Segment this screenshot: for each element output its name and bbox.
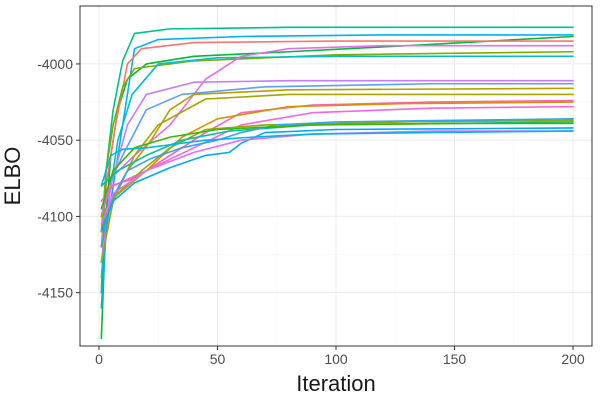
chart-series-group bbox=[100, 26, 574, 340]
chart-grid bbox=[80, 6, 592, 346]
series-line-9 bbox=[100, 82, 574, 218]
series-line-19 bbox=[100, 130, 574, 225]
series-line-5 bbox=[100, 50, 574, 233]
y-axis: -4150 -4100 -4050 -4000 bbox=[37, 56, 80, 301]
x-tick-label: 200 bbox=[561, 351, 585, 367]
series-line-20 bbox=[100, 130, 574, 187]
x-axis: 0 50 100 150 200 bbox=[95, 346, 585, 367]
series-line-17 bbox=[100, 118, 574, 248]
y-axis-title: ELBO bbox=[0, 147, 25, 206]
series-line-13 bbox=[100, 105, 574, 202]
series-line-3 bbox=[100, 40, 574, 248]
x-tick-label: 150 bbox=[443, 351, 467, 367]
y-tick-label: -4050 bbox=[37, 132, 73, 148]
x-axis-title: Iteration bbox=[296, 371, 376, 396]
x-tick-label: 0 bbox=[95, 351, 103, 367]
series-line-2 bbox=[100, 34, 574, 309]
y-tick-label: -4100 bbox=[37, 208, 73, 224]
y-tick-label: -4000 bbox=[37, 56, 73, 72]
y-tick-label: -4150 bbox=[37, 285, 73, 301]
series-line-15 bbox=[100, 119, 574, 218]
x-tick-label: 100 bbox=[324, 351, 348, 367]
series-line-21 bbox=[100, 122, 574, 210]
x-tick-label: 50 bbox=[210, 351, 226, 367]
series-line-18 bbox=[100, 127, 574, 233]
